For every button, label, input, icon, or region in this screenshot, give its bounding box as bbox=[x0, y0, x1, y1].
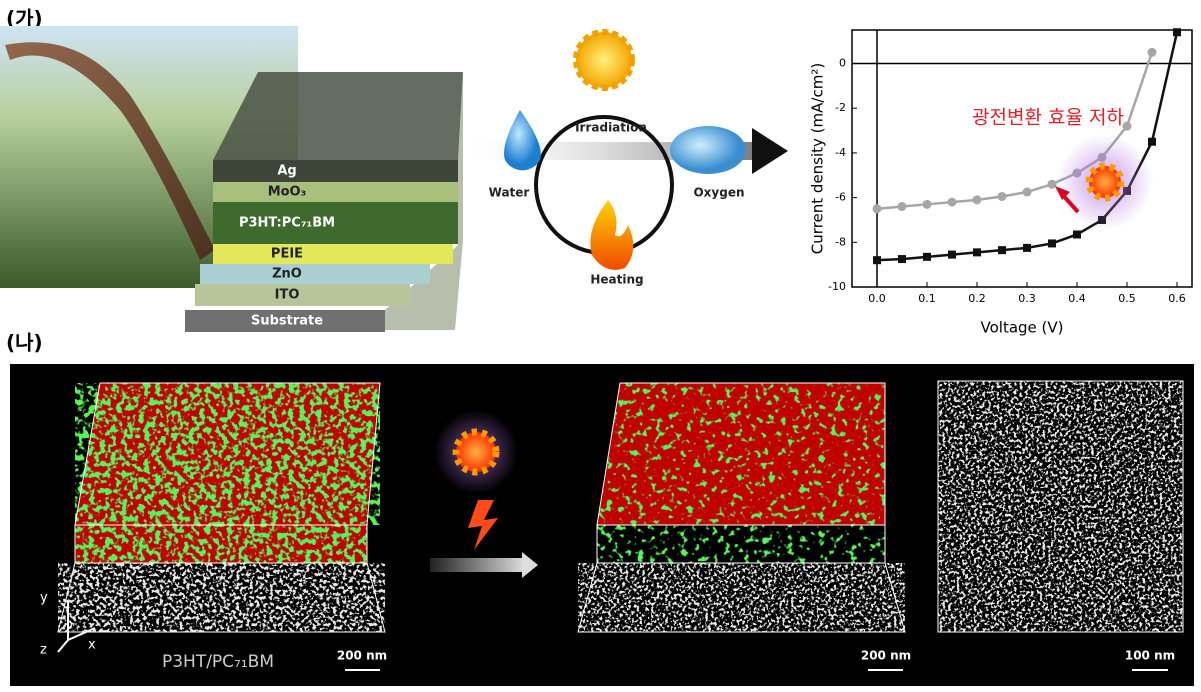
scale-bar: 200 nm bbox=[861, 649, 911, 663]
axis-label: x bbox=[88, 638, 96, 653]
x-tick-label: 0.5 bbox=[1118, 292, 1136, 305]
data-point bbox=[1023, 244, 1031, 252]
layer-label: P3HT:PC₇₁BM bbox=[239, 216, 335, 231]
annotation: 광전변환 효율 저하 bbox=[972, 107, 1124, 129]
data-point bbox=[898, 202, 907, 211]
jv-chart: 0.0 0.1 0.2 0.3 0.4 0.5 0.6 -10 -8 -6 -4 -2 0 Voltage… bbox=[809, 28, 1193, 336]
data-point bbox=[998, 192, 1007, 201]
data-point bbox=[1148, 48, 1157, 57]
layer-label: ITO bbox=[275, 288, 300, 303]
data-point bbox=[923, 253, 931, 261]
sun-icon bbox=[1089, 166, 1121, 198]
factor-label: Heating bbox=[590, 273, 643, 287]
scale-bar: 100 nm bbox=[1125, 649, 1175, 663]
layer-label: ZnO bbox=[272, 267, 302, 282]
y-tick-label: -8 bbox=[835, 235, 846, 248]
factor-label: Oxygen bbox=[693, 186, 744, 200]
x-tick-label: 0.1 bbox=[918, 292, 936, 305]
y-axis-label: Current density (mA/cm²) bbox=[809, 63, 827, 254]
x-tick-label: 0.0 bbox=[868, 292, 886, 305]
data-point bbox=[923, 200, 932, 209]
y-tick-label: -2 bbox=[835, 101, 846, 114]
layer-label: PEIE bbox=[271, 247, 303, 262]
data-point bbox=[873, 256, 881, 264]
x-axis-label: Voltage (V) bbox=[981, 319, 1064, 337]
morphology-map bbox=[938, 381, 1183, 632]
data-point bbox=[1173, 28, 1181, 36]
y-tick-label: -10 bbox=[828, 280, 846, 293]
x-tick-label: 0.4 bbox=[1068, 292, 1086, 305]
x-tick-label: 0.6 bbox=[1168, 292, 1186, 305]
factor-label: Water bbox=[489, 186, 530, 200]
data-point bbox=[1148, 138, 1156, 146]
data-point bbox=[1073, 230, 1081, 238]
data-point bbox=[873, 204, 882, 213]
data-point bbox=[898, 255, 906, 263]
scale-bar: 200 nm bbox=[337, 649, 387, 663]
data-point bbox=[1023, 188, 1032, 197]
morphology-before bbox=[58, 383, 385, 632]
degradation-cycle bbox=[470, 32, 788, 270]
morphology-after bbox=[578, 383, 905, 632]
data-point bbox=[1048, 239, 1056, 247]
data-point bbox=[998, 246, 1006, 254]
sample-label: P3HT/PC₇₁BM bbox=[162, 652, 274, 672]
data-point bbox=[948, 198, 957, 207]
y-tick-label: 0 bbox=[839, 57, 846, 70]
data-point bbox=[1048, 180, 1057, 189]
y-tick-label: -6 bbox=[835, 191, 846, 204]
axis-label: z bbox=[40, 643, 47, 658]
layer-label: MoO₃ bbox=[268, 185, 307, 200]
layer-label: Ag bbox=[277, 164, 296, 179]
x-tick-label: 0.3 bbox=[1018, 292, 1036, 305]
y-tick-label: -4 bbox=[835, 146, 846, 159]
data-point bbox=[973, 195, 982, 204]
data-point bbox=[948, 251, 956, 259]
figure: (가) Ag MoO₃ P3HT:PC₇₁BM PEIE ZnO ITO Sub… bbox=[0, 0, 1201, 688]
axis-label: y bbox=[40, 591, 48, 606]
factor-label: Irradiation bbox=[575, 121, 647, 135]
data-point bbox=[973, 248, 981, 256]
panel-label: (나) bbox=[6, 331, 43, 355]
layer-label: Substrate bbox=[251, 314, 323, 329]
x-tick-label: 0.2 bbox=[968, 292, 986, 305]
